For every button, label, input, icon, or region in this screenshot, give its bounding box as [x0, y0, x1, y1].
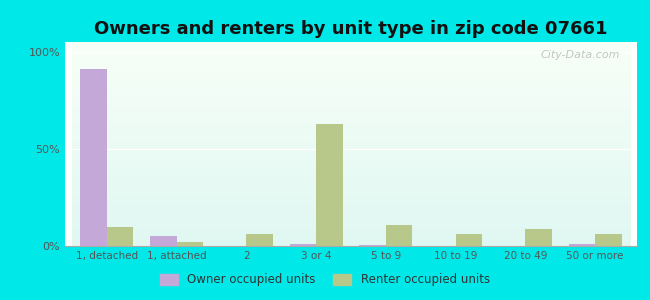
Bar: [386, 225, 412, 246]
Legend: Owner occupied units, Renter occupied units: Owner occupied units, Renter occupied un…: [155, 269, 495, 291]
Bar: [290, 244, 316, 246]
Bar: [246, 234, 273, 246]
Bar: [316, 124, 343, 246]
Bar: [569, 244, 595, 246]
Bar: [107, 226, 133, 246]
Bar: [359, 245, 386, 246]
Bar: [177, 242, 203, 246]
Bar: [81, 69, 107, 246]
Text: City-Data.com: City-Data.com: [540, 50, 620, 60]
Bar: [150, 236, 177, 246]
Title: Owners and renters by unit type in zip code 07661: Owners and renters by unit type in zip c…: [94, 20, 608, 38]
Bar: [525, 229, 552, 246]
Bar: [456, 234, 482, 246]
Bar: [595, 234, 621, 246]
